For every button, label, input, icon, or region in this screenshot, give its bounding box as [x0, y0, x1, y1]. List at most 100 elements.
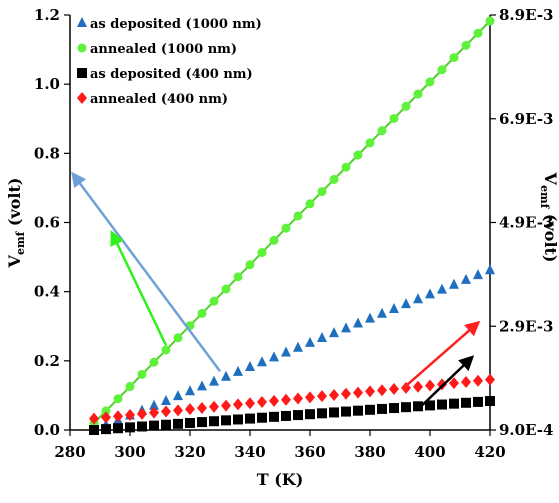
x-tick-label: 360	[294, 443, 325, 461]
data-point-series-2	[185, 417, 195, 428]
y-right-tick-label: 2.9E-3	[499, 317, 553, 335]
legend-label: as deposited (1000 nm)	[90, 17, 262, 32]
data-point-series-0	[485, 264, 495, 275]
data-point-series-3	[473, 374, 483, 387]
annotation-arrow	[110, 230, 168, 346]
x-tick-label: 400	[414, 443, 445, 461]
data-point-series-1	[281, 223, 291, 233]
data-point-series-0	[329, 327, 339, 338]
data-point-series-2	[125, 422, 135, 433]
y-left-tick-label: 0.6	[34, 214, 60, 232]
data-point-series-1	[137, 369, 147, 379]
data-point-series-3	[461, 375, 471, 388]
data-point-series-2	[197, 417, 207, 428]
data-point-series-0	[257, 356, 267, 367]
data-point-series-2	[329, 407, 339, 418]
data-point-series-2	[389, 403, 399, 414]
data-point-series-0	[197, 380, 207, 391]
data-point-series-1	[257, 248, 267, 258]
y-left-title-main: V	[5, 254, 24, 268]
x-axis-title: T (K)	[257, 470, 304, 489]
data-point-series-1	[461, 40, 471, 50]
data-point-series-2	[485, 396, 495, 407]
data-point-series-0	[437, 283, 447, 294]
data-point-series-2	[353, 405, 363, 416]
data-point-series-1	[149, 357, 159, 367]
data-point-series-1	[125, 382, 135, 392]
data-point-series-0	[425, 288, 435, 299]
data-point-series-2	[293, 410, 303, 421]
data-point-series-2	[209, 416, 219, 427]
data-point-series-1	[437, 65, 447, 75]
data-point-series-2	[473, 396, 483, 407]
data-point-series-0	[401, 298, 411, 309]
data-point-series-0	[449, 278, 459, 289]
data-point-series-3	[221, 399, 231, 412]
legend-marker	[77, 17, 87, 27]
data-point-series-3	[137, 407, 147, 420]
data-point-series-1	[485, 16, 495, 26]
y-right-tick-label: 8.9E-3	[499, 6, 553, 24]
data-point-series-0	[149, 399, 159, 410]
data-point-series-3	[233, 398, 243, 411]
y-right-title-main: V	[541, 172, 559, 186]
data-point-series-3	[257, 396, 267, 409]
data-point-series-2	[461, 397, 471, 408]
data-point-series-1	[197, 308, 207, 318]
data-point-series-3	[101, 411, 111, 424]
data-point-series-0	[413, 293, 423, 304]
legend-label: as deposited (400 nm)	[90, 67, 253, 82]
data-point-series-3	[173, 404, 183, 417]
data-point-series-2	[89, 425, 99, 435]
x-tick-label: 300	[114, 443, 145, 461]
data-point-series-0	[221, 370, 231, 381]
legend-marker	[77, 68, 87, 78]
annotation-arrow	[402, 320, 481, 390]
data-point-series-0	[377, 307, 387, 318]
data-point-series-0	[293, 341, 303, 352]
data-point-series-3	[353, 386, 363, 399]
y-right-tick-label: 9.0E-4	[499, 421, 553, 439]
x-tick-label: 420	[474, 443, 505, 461]
data-point-series-2	[137, 421, 147, 432]
data-point-series-0	[233, 365, 243, 376]
data-point-series-1	[173, 333, 183, 343]
data-point-series-2	[149, 420, 159, 431]
data-point-series-2	[437, 399, 447, 410]
y-right-axis-title: Vemf (volt)	[538, 172, 559, 263]
y-left-axis-title: Vemf (volt)	[5, 178, 27, 269]
data-point-series-1	[377, 126, 387, 136]
y-left-tick-label: 1.2	[34, 6, 60, 24]
data-point-series-0	[161, 394, 171, 405]
y-left-tick-label: 0.0	[34, 421, 60, 439]
data-point-series-2	[101, 424, 111, 435]
y-left-tick-label: 1.0	[34, 75, 60, 93]
data-point-series-2	[161, 419, 171, 430]
data-point-series-3	[269, 394, 279, 407]
data-point-series-2	[413, 401, 423, 412]
data-point-series-3	[377, 384, 387, 397]
data-point-series-3	[425, 379, 435, 392]
data-point-series-3	[449, 377, 459, 390]
data-point-series-0	[353, 317, 363, 328]
data-point-series-3	[305, 391, 315, 404]
data-point-series-2	[449, 398, 459, 409]
data-point-series-3	[89, 412, 99, 425]
data-point-series-2	[377, 403, 387, 414]
data-point-series-0	[173, 390, 183, 401]
data-point-series-2	[245, 413, 255, 424]
y-left-title-sub: emf	[14, 230, 27, 255]
data-point-series-0	[317, 332, 327, 343]
legend-label: annealed (400 nm)	[90, 92, 228, 107]
data-point-series-0	[461, 273, 471, 284]
x-tick-label: 320	[174, 443, 205, 461]
y-right-title-unit: (volt)	[541, 208, 559, 262]
data-point-series-3	[485, 373, 495, 386]
data-point-series-1	[161, 345, 171, 355]
data-point-series-0	[305, 336, 315, 347]
data-point-series-2	[233, 414, 243, 425]
data-point-series-1	[353, 150, 363, 160]
data-point-series-3	[341, 387, 351, 400]
data-point-series-3	[317, 390, 327, 403]
data-point-series-1	[269, 235, 279, 245]
